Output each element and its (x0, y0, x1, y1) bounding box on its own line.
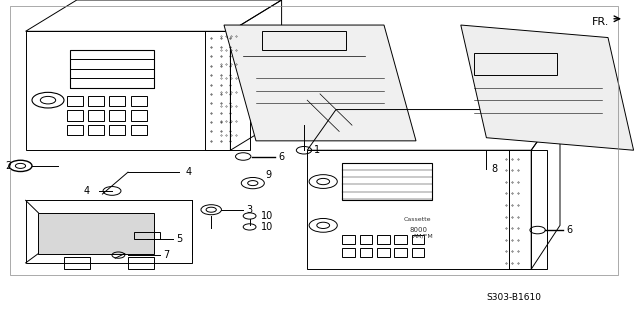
Bar (131, 96, 147, 106)
Text: 2: 2 (5, 161, 12, 171)
Text: FR.: FR. (592, 17, 609, 27)
Polygon shape (461, 25, 634, 150)
Bar (360, 248, 372, 257)
Text: 5: 5 (176, 234, 182, 244)
Bar (134, 232, 160, 239)
Bar (342, 248, 355, 257)
Bar (128, 257, 154, 269)
Text: Cassette: Cassette (403, 217, 431, 222)
Bar (26, 31, 230, 150)
Bar (412, 248, 424, 257)
Bar (131, 110, 147, 121)
Bar (109, 96, 125, 106)
Text: 8: 8 (492, 164, 498, 174)
Bar (307, 150, 531, 269)
Bar (26, 200, 192, 263)
Bar (394, 248, 407, 257)
Bar (377, 235, 390, 244)
Text: 1: 1 (314, 145, 320, 155)
Bar (394, 235, 407, 244)
Text: 10: 10 (261, 211, 273, 221)
Bar (88, 125, 104, 135)
Bar (70, 50, 154, 88)
Bar (262, 31, 346, 50)
Text: 3: 3 (246, 205, 253, 215)
Bar (109, 125, 125, 135)
Text: 8000: 8000 (410, 227, 428, 233)
Bar (10, 6, 618, 275)
Bar (377, 248, 390, 257)
Bar (88, 110, 104, 121)
Bar (67, 110, 83, 121)
Bar (109, 110, 125, 121)
Bar (88, 96, 104, 106)
Bar (205, 31, 250, 150)
Text: 6: 6 (278, 151, 285, 162)
Bar (64, 257, 90, 269)
Text: 7: 7 (163, 250, 170, 260)
Bar (474, 53, 557, 75)
Text: 10: 10 (261, 222, 273, 232)
Text: 6: 6 (566, 225, 573, 235)
Text: 4: 4 (186, 167, 192, 177)
Polygon shape (38, 213, 154, 254)
Text: 4: 4 (83, 186, 90, 196)
Text: 9: 9 (266, 170, 272, 180)
Text: AM/FM: AM/FM (413, 234, 433, 239)
Bar (342, 235, 355, 244)
Bar (412, 235, 424, 244)
Bar (131, 125, 147, 135)
Bar (67, 125, 83, 135)
Bar (342, 163, 432, 200)
Bar (67, 96, 83, 106)
Bar (509, 150, 547, 269)
Text: S303-B1610: S303-B1610 (486, 293, 541, 302)
Bar (360, 235, 372, 244)
Polygon shape (224, 25, 416, 141)
